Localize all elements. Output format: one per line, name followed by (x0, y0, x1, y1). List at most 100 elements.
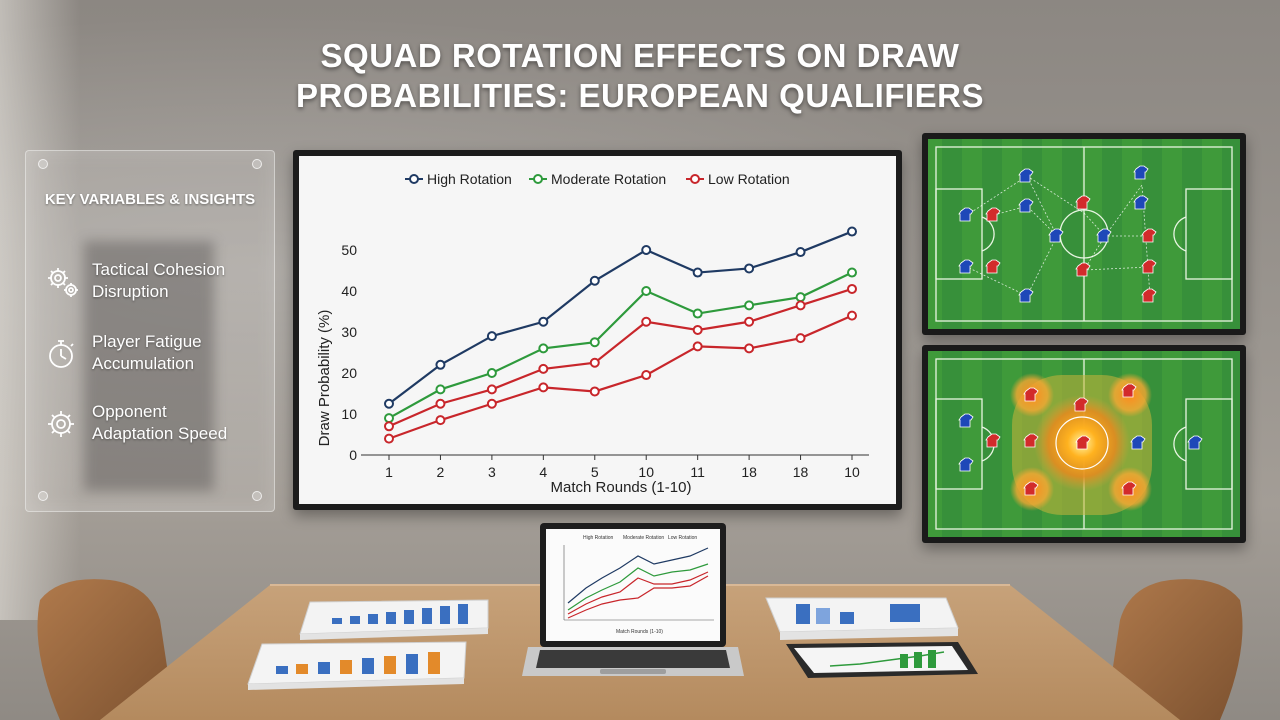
data-point (795, 333, 806, 344)
pin-icon (252, 159, 262, 169)
gear-icon (48, 411, 74, 437)
table-top (100, 585, 1180, 720)
player-markers (958, 383, 1203, 496)
legend-label: Moderate Rotation (551, 171, 666, 187)
player-shirt-icon (958, 259, 974, 274)
x-tick-label: 5 (591, 464, 599, 480)
y-tick-label: 40 (341, 283, 357, 299)
player-shirt-icon (1018, 288, 1034, 303)
player-shirt-icon (1133, 195, 1149, 210)
data-point (847, 267, 857, 278)
stopwatch-icon (49, 340, 74, 368)
panel-shadow (84, 241, 214, 491)
legend-label: High Rotation (427, 171, 512, 187)
series-line (388, 287, 853, 428)
y-axis-label: Draw Probability (%) (316, 310, 333, 447)
data-point (435, 384, 446, 395)
player-shirt-icon (958, 207, 974, 222)
player-shirt-icon (1133, 165, 1149, 180)
report-stack-right (765, 597, 959, 640)
player-shirt-icon (1023, 387, 1039, 402)
insight-line: Player Fatigue (92, 332, 202, 351)
data-point (795, 300, 806, 311)
y-tick-label: 0 (349, 447, 357, 463)
insight-line: Adaptation Speed (92, 424, 228, 443)
data-point (384, 398, 394, 409)
player-shirt-icon (985, 207, 1001, 222)
x-tick-label: 1 (385, 464, 393, 480)
panel-heading: KEY VARIABLES & INSIGHTS (44, 191, 256, 208)
data-point (795, 292, 806, 303)
x-tick-label: 4 (539, 464, 547, 480)
chart-axes: 0 10 20 30 40 50 1 2 3 4 5 10 11 18 18 10 (341, 242, 869, 480)
y-tick-label: 50 (341, 242, 357, 258)
insights-panel: KEY VARIABLES & INSIGHTS Tactical Cohesi… (25, 150, 275, 512)
player-shirt-icon (1018, 198, 1034, 213)
report-stack-front-left (247, 641, 467, 690)
y-tick-label: 10 (341, 406, 357, 422)
insight-opponent-adaptation: Opponent Adaptation Speed (44, 401, 264, 451)
data-point (435, 398, 446, 409)
player-shirt-icon (1121, 481, 1137, 496)
insight-tactical-cohesion: Tactical Cohesion Disruption (44, 259, 264, 309)
data-point (435, 359, 446, 370)
pin-icon (38, 491, 48, 501)
tablet (786, 642, 978, 678)
data-point (692, 308, 703, 319)
player-shirt-icon (1187, 435, 1203, 450)
data-point (384, 413, 394, 424)
monitor-screen: High Rotation Moderate Rotation Low Rota… (299, 156, 896, 504)
chair-right (1105, 579, 1243, 720)
data-point (384, 433, 394, 444)
insight-label: Opponent Adaptation Speed (92, 401, 272, 445)
formation-pitch (928, 139, 1240, 329)
player-shirt-icon (985, 259, 1001, 274)
data-point (486, 384, 497, 395)
line-chart: High Rotation Moderate Rotation Low Rota… (316, 171, 869, 496)
main-monitor: High Rotation Moderate Rotation Low Rota… (293, 150, 902, 510)
data-point (538, 363, 549, 374)
insight-line: Opponent (92, 402, 167, 421)
player-markers (958, 165, 1157, 303)
title-line-2: PROBABILITIES: EUROPEAN QUALIFIERS (295, 77, 985, 114)
player-shirt-icon (1141, 259, 1157, 274)
data-point (692, 324, 703, 335)
player-shirt-icon (1075, 262, 1091, 277)
data-point (795, 247, 806, 258)
x-tick-label: 18 (793, 464, 809, 480)
player-shirt-icon (958, 413, 974, 428)
gears-icon (48, 268, 78, 297)
data-point (538, 343, 549, 354)
title-line-1: SQUAD ROTATION EFFECTS ON DRAW (320, 37, 960, 74)
data-point (486, 368, 497, 378)
x-tick-label: 11 (690, 464, 705, 480)
x-tick-label: 10 (844, 464, 860, 480)
legend-marker (409, 174, 419, 184)
window-glow (0, 0, 80, 620)
data-point (847, 283, 857, 294)
x-tick-label: 10 (638, 464, 654, 480)
player-shirt-icon (1096, 228, 1112, 243)
data-point (486, 331, 497, 342)
data-point (744, 300, 755, 311)
report-stack-left (299, 599, 489, 640)
data-point (641, 370, 652, 381)
x-axis-label: Match Rounds (1-10) (551, 479, 692, 496)
data-point (538, 316, 549, 327)
data-point (589, 275, 600, 286)
series-line (388, 271, 853, 420)
player-shirt-icon (1141, 288, 1157, 303)
data-point (641, 316, 652, 327)
pin-icon (38, 159, 48, 169)
pin-icon (252, 491, 262, 501)
heatmap-pitch (928, 351, 1240, 537)
player-shirt-icon (1018, 168, 1034, 183)
player-shirt-icon (1048, 228, 1064, 243)
insight-line: Disruption (92, 282, 169, 301)
legend-marker (690, 174, 700, 184)
y-tick-label: 30 (341, 324, 357, 340)
y-tick-label: 20 (341, 365, 357, 381)
data-point (486, 398, 497, 409)
page-title: SQUAD ROTATION EFFECTS ON DRAW PROBABILI… (190, 36, 1090, 116)
formation-board (922, 133, 1246, 335)
